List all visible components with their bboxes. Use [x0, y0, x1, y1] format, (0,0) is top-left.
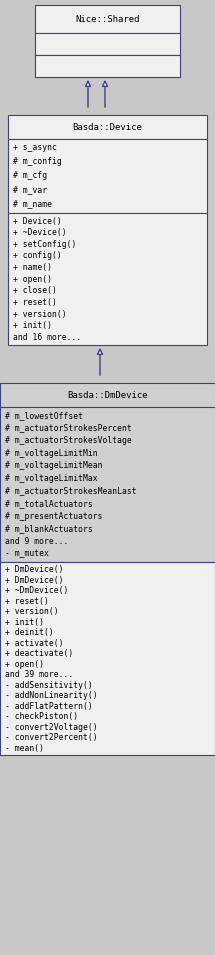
- Text: + open(): + open(): [5, 660, 44, 668]
- Text: - convert2Voltage(): - convert2Voltage(): [5, 723, 98, 732]
- Bar: [0, 407, 215, 562]
- Text: # m_actuatorStrokesMeanLast: # m_actuatorStrokesMeanLast: [5, 486, 137, 496]
- Text: Nice::Shared: Nice::Shared: [75, 14, 140, 24]
- Text: + s_async: + s_async: [13, 143, 57, 153]
- Text: + open(): + open(): [13, 275, 52, 284]
- Text: + activate(): + activate(): [5, 639, 63, 647]
- Text: and 39 more...: and 39 more...: [5, 670, 73, 679]
- Text: # m_var: # m_var: [13, 185, 47, 195]
- Text: - checkPiston(): - checkPiston(): [5, 712, 78, 721]
- Text: + Device(): + Device(): [13, 217, 62, 225]
- Text: and 9 more...: and 9 more...: [5, 537, 68, 545]
- Text: # m_totalActuators: # m_totalActuators: [5, 499, 93, 508]
- Bar: [35, 5, 180, 33]
- Text: - addFlatPattern(): - addFlatPattern(): [5, 702, 93, 711]
- Text: + deactivate(): + deactivate(): [5, 649, 73, 658]
- Text: # m_blankActuators: # m_blankActuators: [5, 524, 93, 533]
- Text: # m_config: # m_config: [13, 158, 62, 166]
- Text: + close(): + close(): [13, 286, 57, 295]
- Text: and 16 more...: and 16 more...: [13, 333, 81, 342]
- Text: # m_voltageLimitMean: # m_voltageLimitMean: [5, 461, 103, 470]
- Bar: [35, 55, 180, 77]
- Text: # m_lowestOffset: # m_lowestOffset: [5, 411, 83, 420]
- Text: - addSensitivity(): - addSensitivity(): [5, 681, 93, 690]
- Text: + init(): + init(): [13, 321, 52, 330]
- Text: # m_voltageLimitMin: # m_voltageLimitMin: [5, 449, 98, 457]
- Text: + name(): + name(): [13, 264, 52, 272]
- Text: + init(): + init(): [5, 618, 44, 626]
- Text: + version(): + version(): [13, 309, 67, 319]
- Text: + ~Device(): + ~Device(): [13, 228, 67, 237]
- Text: - mean(): - mean(): [5, 744, 44, 753]
- Text: + ~DmDevice(): + ~DmDevice(): [5, 586, 68, 595]
- Text: + DmDevice(): + DmDevice(): [5, 576, 63, 584]
- Text: + reset(): + reset(): [13, 298, 57, 307]
- Bar: [8, 213, 207, 345]
- Text: - addNonLinearity(): - addNonLinearity(): [5, 691, 98, 700]
- Text: - convert2Percent(): - convert2Percent(): [5, 733, 98, 742]
- Bar: [8, 115, 207, 139]
- Text: - m_mutex: - m_mutex: [5, 549, 49, 559]
- Text: # m_cfg: # m_cfg: [13, 171, 47, 180]
- Text: + deinit(): + deinit(): [5, 628, 54, 637]
- Bar: [35, 33, 180, 55]
- Text: # m_presentActuators: # m_presentActuators: [5, 512, 103, 520]
- Text: Basda::Device: Basda::Device: [73, 122, 142, 132]
- Text: # m_actuatorStrokesPercent: # m_actuatorStrokesPercent: [5, 423, 132, 433]
- Text: + config(): + config(): [13, 251, 62, 261]
- Text: + reset(): + reset(): [5, 597, 49, 605]
- Text: # m_voltageLimitMax: # m_voltageLimitMax: [5, 474, 98, 483]
- Bar: [0, 562, 215, 755]
- Text: + setConfig(): + setConfig(): [13, 240, 76, 249]
- Text: + version(): + version(): [5, 607, 59, 616]
- Text: Basda::DmDevice: Basda::DmDevice: [67, 391, 148, 399]
- Bar: [8, 139, 207, 213]
- Text: # m_name: # m_name: [13, 200, 52, 208]
- Text: + DmDevice(): + DmDevice(): [5, 565, 63, 574]
- Bar: [0, 383, 215, 407]
- Text: # m_actuatorStrokesVoltage: # m_actuatorStrokesVoltage: [5, 436, 132, 445]
